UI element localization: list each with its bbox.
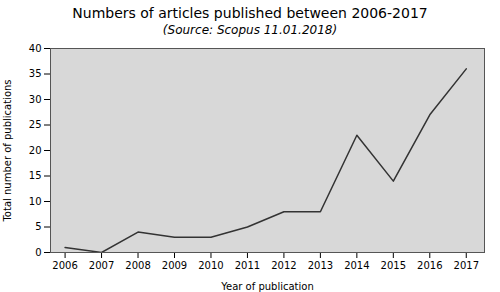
svg-text:25: 25: [29, 119, 42, 130]
svg-text:40: 40: [29, 43, 42, 54]
svg-text:Year of publication: Year of publication: [220, 281, 314, 292]
svg-text:2006: 2006: [52, 260, 77, 271]
svg-text:2016: 2016: [417, 260, 442, 271]
svg-text:2015: 2015: [381, 260, 406, 271]
svg-text:35: 35: [29, 68, 42, 79]
svg-text:5: 5: [35, 221, 41, 232]
svg-text:2008: 2008: [125, 260, 150, 271]
svg-text:Total number of publications: Total number of publications: [2, 79, 13, 222]
svg-text:2014: 2014: [344, 260, 369, 271]
svg-text:2012: 2012: [271, 260, 296, 271]
svg-text:2011: 2011: [235, 260, 260, 271]
svg-text:2007: 2007: [89, 260, 114, 271]
svg-text:0: 0: [35, 247, 41, 258]
svg-text:2009: 2009: [162, 260, 187, 271]
svg-text:2010: 2010: [198, 260, 223, 271]
html-text:(Source: Scopus 11.01.2018): (Source: Scopus 11.01.2018): [162, 23, 338, 37]
svg-text:2017: 2017: [454, 260, 479, 271]
svg-text:10: 10: [29, 196, 42, 207]
svg-text:20: 20: [29, 145, 42, 156]
svg-text:2013: 2013: [308, 260, 333, 271]
svg-text:15: 15: [29, 170, 42, 181]
svg-text:30: 30: [29, 94, 42, 105]
html-text:Numbers of articles published: Numbers of articles published between 20…: [72, 5, 428, 21]
